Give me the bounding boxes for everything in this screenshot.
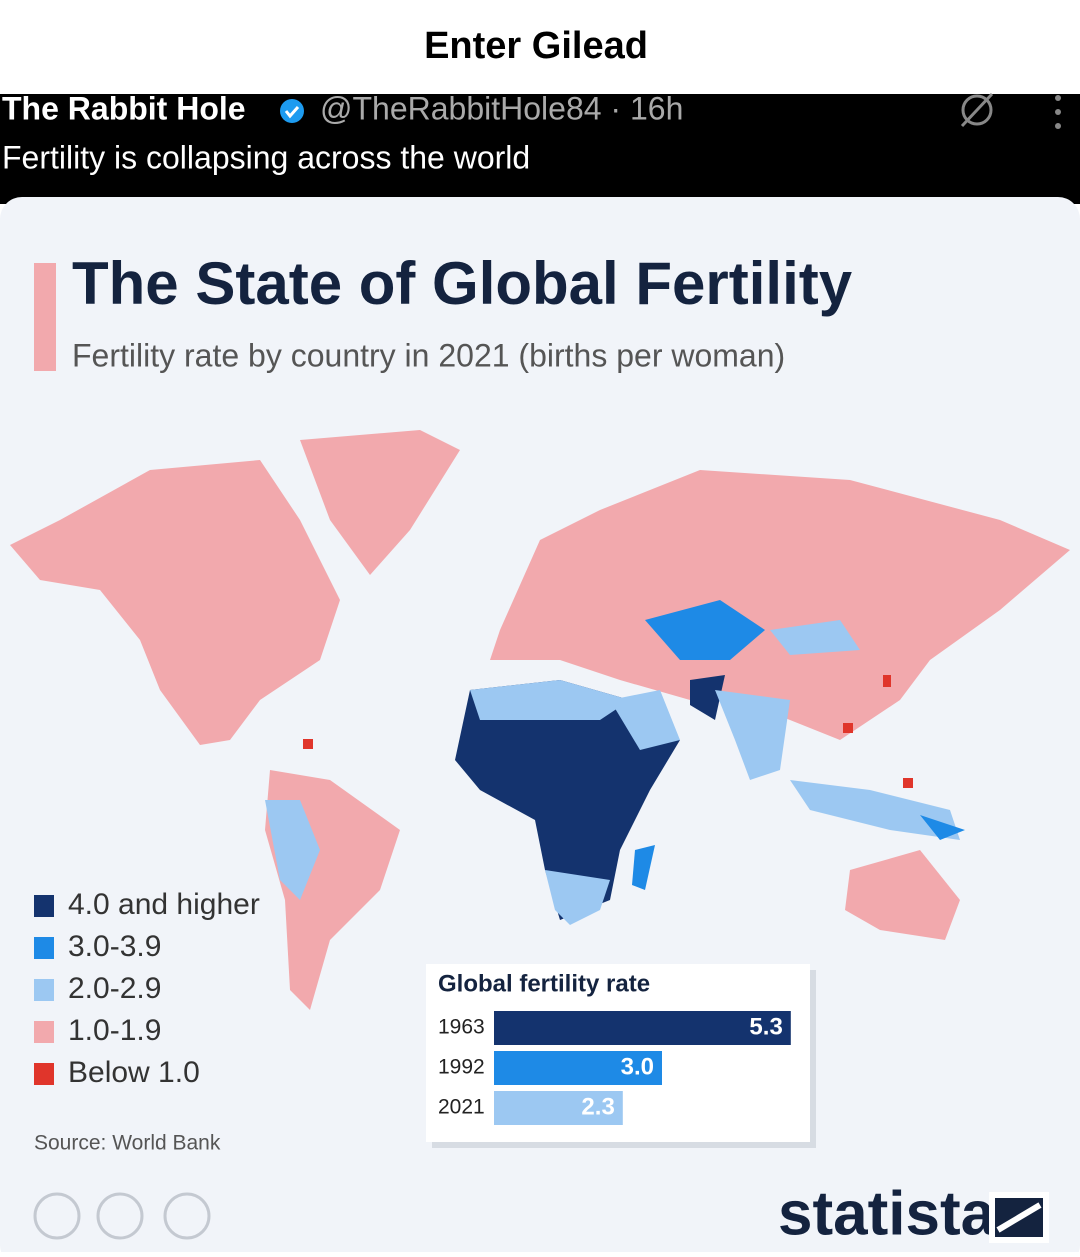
legend-label: 2.0-2.9 (68, 972, 161, 1005)
menu-dots[interactable] (1055, 95, 1061, 129)
value-label: 3.0 (621, 1053, 654, 1080)
legend-label: 1.0-1.9 (68, 1014, 161, 1047)
legend-label: 4.0 and higher (68, 888, 260, 921)
grok-icon[interactable] (961, 94, 993, 126)
infographic-subtitle: Fertility rate by country in 2021 (birth… (72, 337, 785, 373)
infographic-title: The State of Global Fertility (72, 250, 853, 317)
source: Source: World Bank (34, 1132, 221, 1155)
legend-swatch (34, 1063, 54, 1085)
license-icons (33, 1192, 211, 1240)
bar (494, 1011, 791, 1045)
value-label: 5.3 (749, 1013, 782, 1040)
verified-badge (280, 99, 304, 123)
verified-check (284, 106, 300, 119)
bar (494, 1091, 623, 1125)
legend-label: Below 1.0 (68, 1056, 200, 1089)
category-label: 1963 (438, 1016, 485, 1039)
brand: statista (778, 1179, 996, 1248)
category-label: 1992 (438, 1056, 485, 1079)
tweet-author[interactable]: The Rabbit Hole (2, 90, 246, 126)
value-label: 2.3 (581, 1093, 614, 1120)
chart-title: Global fertility rate (438, 970, 650, 997)
world-map (10, 430, 1070, 1010)
tweet-bar (0, 94, 1080, 204)
bar (494, 1051, 662, 1085)
title-accent (34, 263, 56, 371)
legend-swatch (34, 979, 54, 1001)
tweet-handle[interactable]: @TheRabbitHole84 · 16h (320, 90, 683, 126)
brand-logo (989, 1192, 1049, 1243)
grok-icon-slash (960, 92, 994, 128)
category-label: 2021 (438, 1096, 485, 1119)
legend-swatch (34, 895, 54, 917)
legend-label: 3.0-3.9 (68, 930, 161, 963)
legend-swatch (34, 1021, 54, 1043)
tweet-text: Fertility is collapsing across the world (2, 139, 530, 175)
legend-swatch (34, 937, 54, 959)
header-title: Enter Gilead (424, 25, 648, 67)
